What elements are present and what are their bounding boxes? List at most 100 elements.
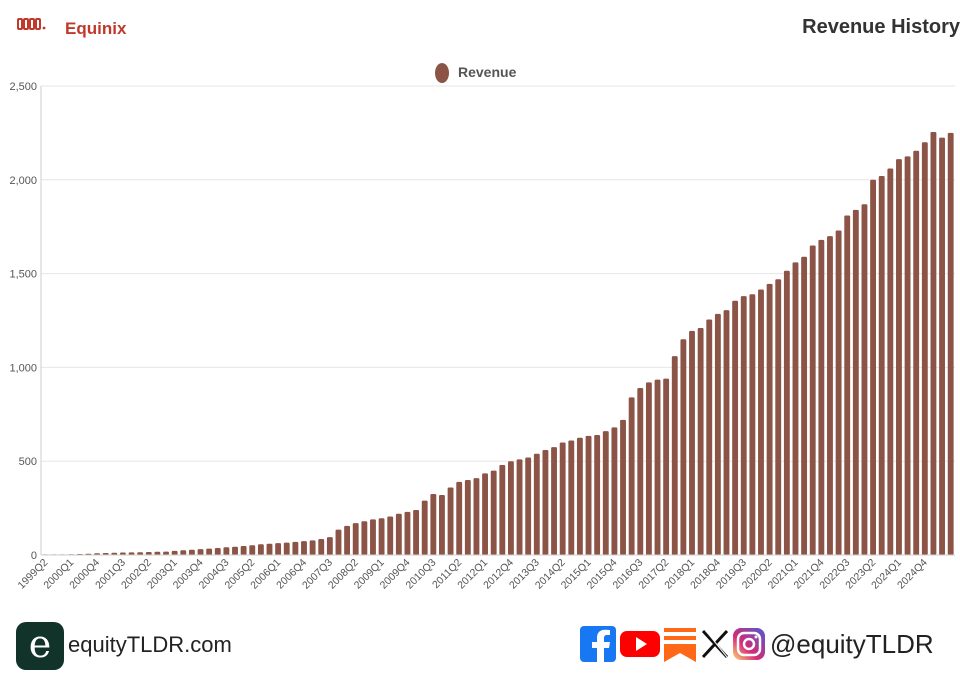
bar-2015Q3[interactable] [602,431,609,555]
bar-2018Q1[interactable] [689,330,695,555]
bar-2011Q4[interactable] [473,478,480,555]
instagram-icon[interactable] [732,626,766,662]
bar-2002Q4[interactable] [163,551,169,555]
bar-2023Q4[interactable] [887,168,894,555]
bar-2018Q2[interactable] [697,328,704,555]
bar-undefined[interactable] [947,132,954,555]
bar-2019Q1[interactable] [723,310,730,555]
bar-2004Q3[interactable] [223,547,230,555]
bar-2016Q1[interactable] [620,419,626,555]
bar-2020Q4[interactable] [783,270,790,555]
bar-2010Q4[interactable] [439,494,445,555]
bar-2003Q2[interactable] [180,550,187,555]
bar-2015Q4[interactable] [611,427,618,555]
bar-2008Q3[interactable] [361,521,368,555]
bar-2001Q3[interactable] [119,552,126,555]
bar-2012Q2[interactable] [490,470,497,555]
bar-2005Q4[interactable] [266,543,273,555]
bar-2007Q1[interactable] [309,540,316,555]
bar-2011Q3[interactable] [464,479,471,555]
bar-2010Q3[interactable] [430,494,437,555]
bar-2003Q4[interactable] [197,549,204,555]
bar-2016Q3[interactable] [637,388,644,555]
bar-2025Q2[interactable] [939,137,945,555]
bar-2011Q1[interactable] [447,487,454,555]
bar-2022Q1[interactable] [827,236,833,555]
bar-2007Q3[interactable] [326,537,333,555]
bar-2023Q1[interactable] [861,204,868,555]
bar-2017Q3[interactable] [671,356,678,555]
bar-2017Q2[interactable] [663,378,670,555]
bar-2022Q4[interactable] [852,209,859,555]
bar-2009Q1[interactable] [378,518,385,555]
bar-2021Q2[interactable] [801,256,808,555]
bar-2006Q4[interactable] [301,541,307,555]
bar-2010Q1[interactable] [413,509,420,555]
bar-2024Q1[interactable] [896,159,902,555]
bar-2018Q3[interactable] [706,319,713,555]
bar-2017Q4[interactable] [680,339,687,555]
bar-2008Q4[interactable] [370,519,376,555]
bar-2022Q2[interactable] [835,230,842,555]
bar-2014Q3[interactable] [568,440,575,555]
bar-2018Q4[interactable] [714,313,721,555]
social-handle[interactable]: @equityTLDR [770,629,934,659]
bar-2005Q3[interactable] [257,544,264,555]
bar-2016Q4[interactable] [645,382,652,555]
bar-2009Q4[interactable] [404,511,411,555]
bar-2023Q2[interactable] [870,179,877,556]
site-link[interactable]: equityTLDR.com [68,632,232,657]
bar-2009Q3[interactable] [395,513,402,555]
bar-2020Q1[interactable] [758,289,764,555]
bar-2005Q2[interactable] [249,545,256,555]
bar-2004Q4[interactable] [232,546,238,555]
bar-2012Q4[interactable] [508,461,514,555]
bar-2017Q1[interactable] [654,379,661,555]
bar-2019Q4[interactable] [749,294,756,555]
bar-2015Q2[interactable] [594,434,601,555]
bar-2008Q2[interactable] [352,523,359,555]
bar-2021Q3[interactable] [809,245,816,555]
equitytldr-logo[interactable]: e [16,622,64,670]
bar-2005Q1[interactable] [240,546,247,555]
bar-2020Q2[interactable] [766,283,773,555]
bar-2007Q4[interactable] [335,529,342,555]
bar-2008Q1[interactable] [344,525,351,555]
bar-2019Q3[interactable] [740,296,747,555]
bar-2014Q2[interactable] [559,442,566,555]
bar-2022Q3[interactable] [844,215,851,555]
bar-2002Q2[interactable] [145,552,152,555]
bar-2006Q1[interactable] [275,543,282,555]
bar-2013Q1[interactable] [516,459,523,555]
bar-2004Q1[interactable] [206,548,213,555]
bar-2015Q1[interactable] [585,435,592,555]
bar-2012Q3[interactable] [499,464,506,555]
bar-2006Q3[interactable] [292,541,299,555]
bar-2019Q2[interactable] [732,300,739,555]
bar-2012Q1[interactable] [482,473,488,555]
substack-icon[interactable] [664,626,696,662]
bar-2024Q4[interactable] [921,142,928,555]
bar-2001Q4[interactable] [128,552,135,555]
bar-2006Q2[interactable] [283,542,290,555]
bar-2004Q2[interactable] [214,548,221,555]
bar-2021Q1[interactable] [792,262,799,555]
bar-2007Q2[interactable] [318,539,325,555]
bar-2009Q2[interactable] [387,516,394,555]
bar-2024Q3[interactable] [913,150,920,555]
facebook-icon[interactable] [580,626,616,662]
bar-2024Q2[interactable] [904,156,911,555]
bar-2003Q3[interactable] [188,549,195,555]
bar-2011Q2[interactable] [456,481,463,555]
bar-2003Q1[interactable] [171,550,178,555]
bar-2016Q2[interactable] [628,397,635,555]
bar-2010Q2[interactable] [421,500,428,555]
bar-2014Q1[interactable] [551,447,557,555]
bar-2001Q2[interactable] [111,552,118,555]
bar-2013Q2[interactable] [525,457,532,555]
bar-2013Q4[interactable] [542,449,549,555]
bar-2021Q4[interactable] [818,239,825,555]
bar-2025Q1[interactable] [930,131,937,555]
bar-2001Q1[interactable] [102,552,109,555]
bar-2013Q3[interactable] [533,453,540,555]
